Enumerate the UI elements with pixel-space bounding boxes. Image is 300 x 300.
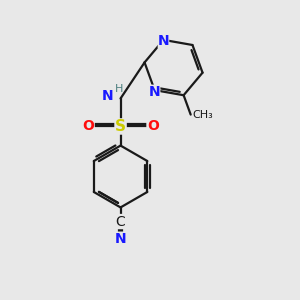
Text: H: H — [115, 84, 123, 94]
Text: O: O — [82, 119, 94, 134]
Text: N: N — [102, 88, 113, 103]
Text: C: C — [116, 214, 125, 229]
Text: S: S — [115, 119, 126, 134]
Text: N: N — [115, 232, 126, 246]
Text: CH₃: CH₃ — [192, 110, 213, 120]
Text: N: N — [149, 85, 161, 99]
Text: N: N — [158, 34, 169, 48]
Text: O: O — [147, 119, 159, 134]
